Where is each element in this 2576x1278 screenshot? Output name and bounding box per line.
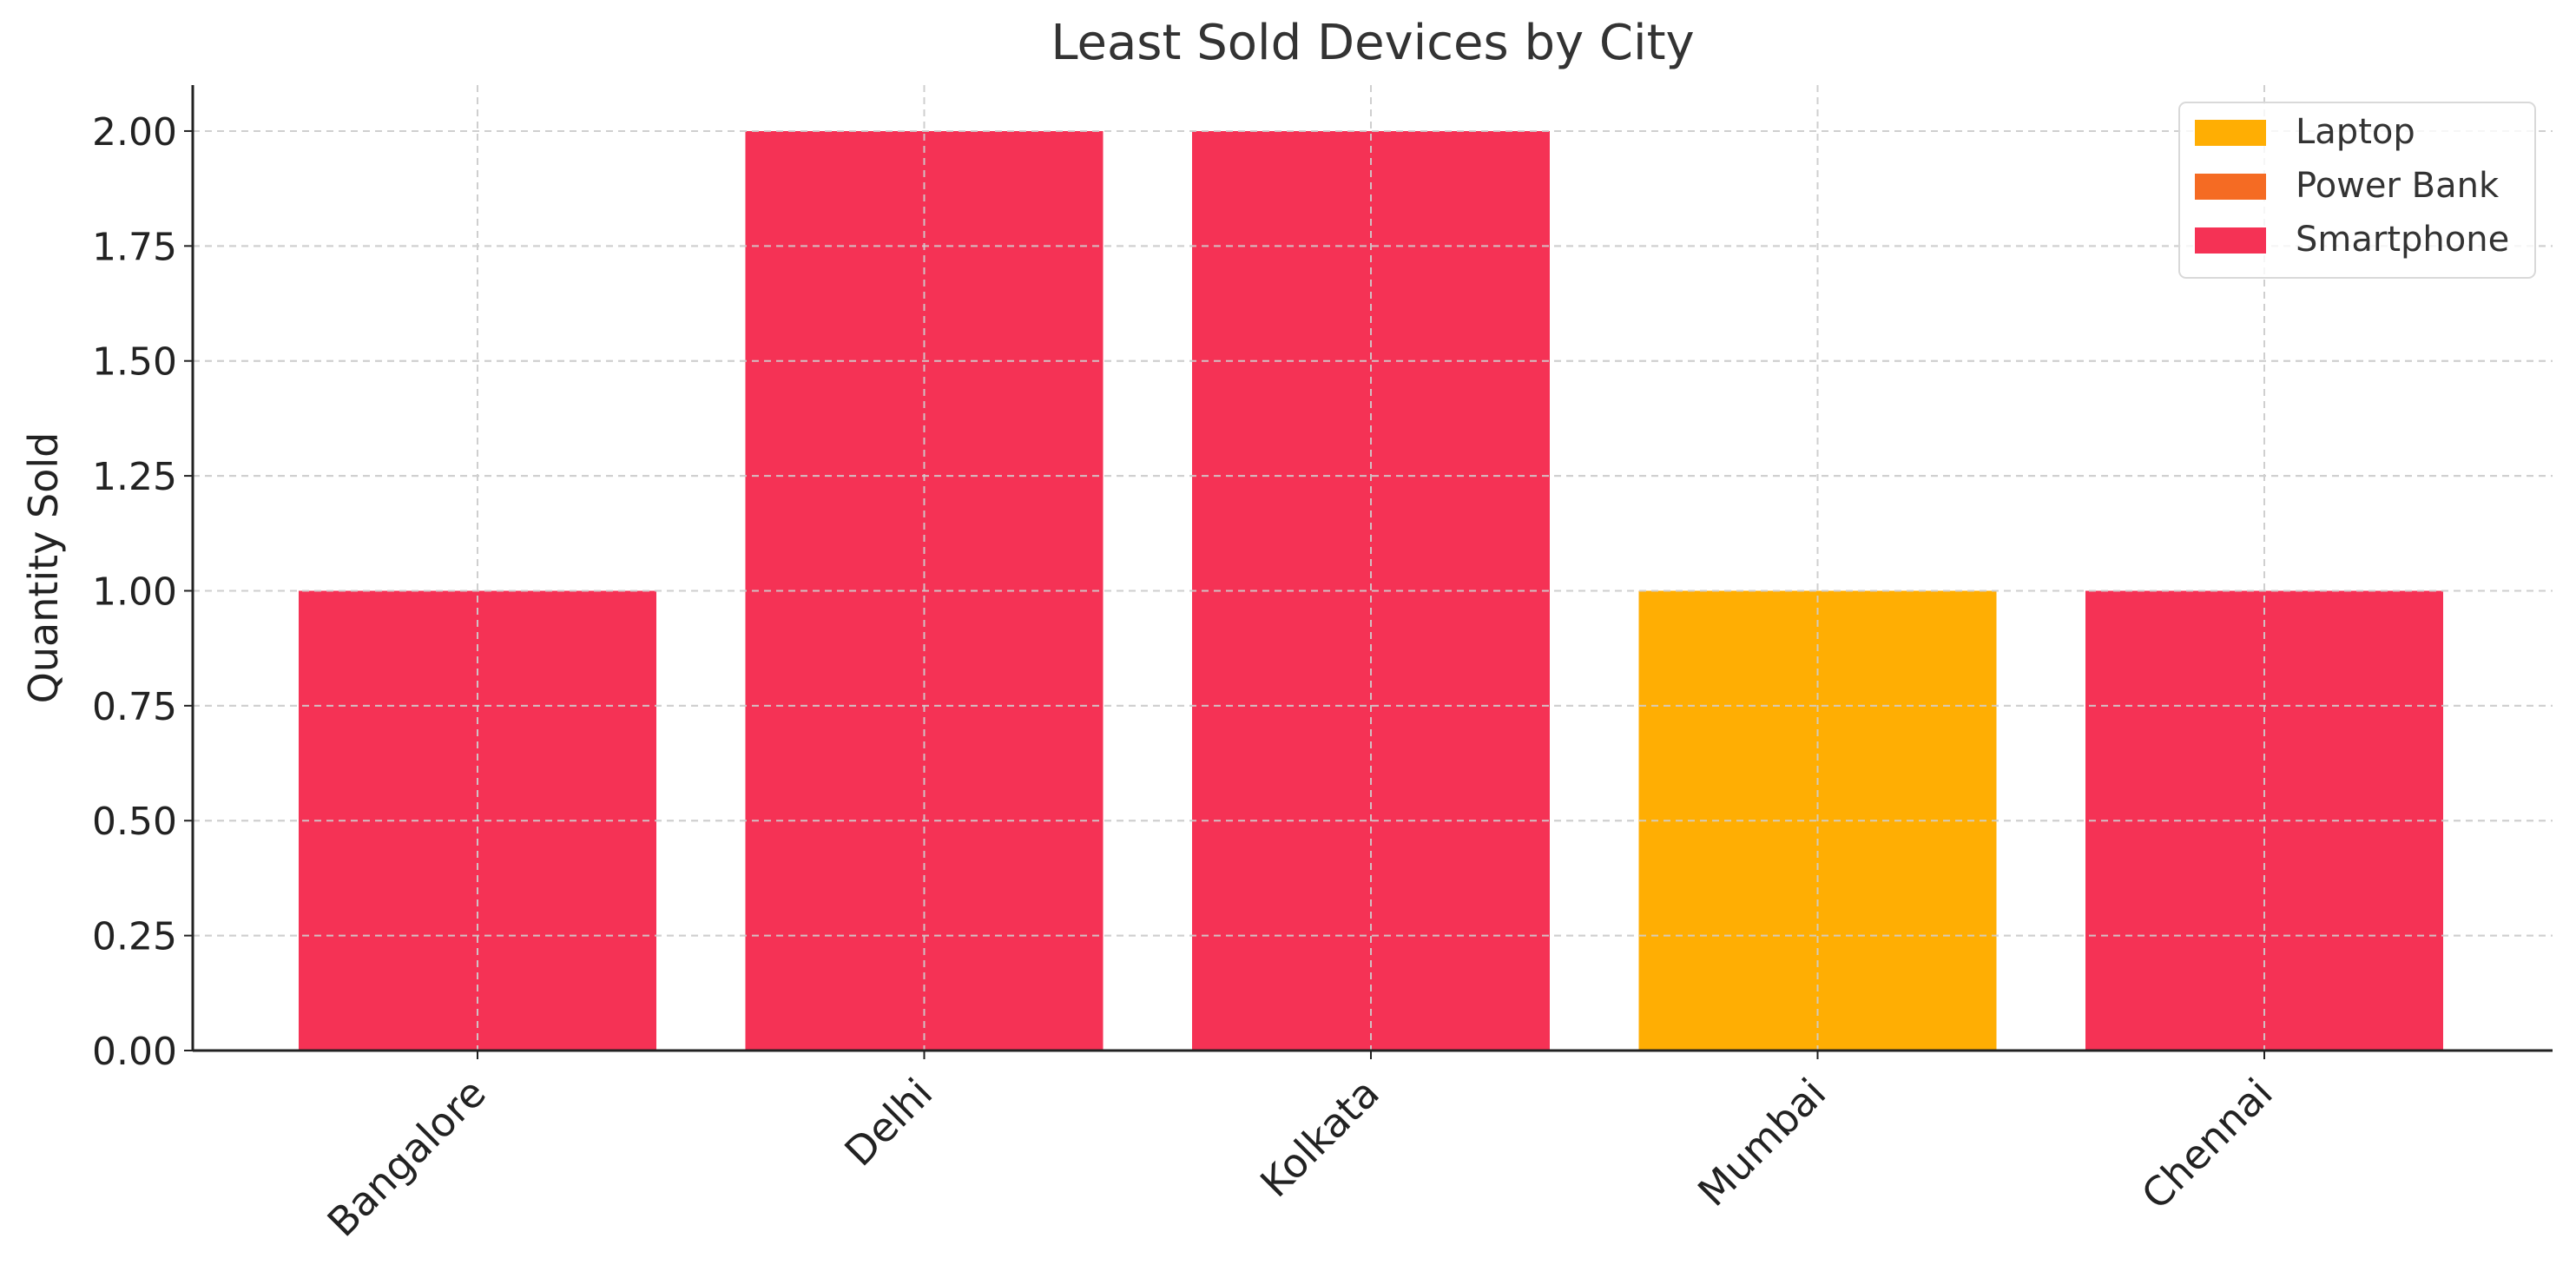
bars-layer (193, 85, 2553, 1051)
y-tick-label: 1.00 (92, 570, 177, 614)
legend-label: Laptop (2296, 112, 2415, 152)
y-axis-label: Quantity Sold (20, 432, 67, 704)
y-tick-label: 1.75 (92, 225, 177, 269)
y-tick-label: 0.75 (92, 685, 177, 729)
y-ticks: 0.00 0.25 0.50 0.75 1.00 1.25 1.50 1.75 2.00 (92, 110, 193, 1074)
chart-title: Least Sold Devices by City (1051, 15, 1694, 71)
legend: Laptop Power Bank Smartphone (2178, 102, 2536, 279)
y-tick-label: 1.25 (92, 455, 177, 499)
y-tick-label: 0.50 (92, 800, 177, 844)
legend-swatch (2195, 174, 2266, 200)
legend-swatch (2195, 120, 2266, 146)
legend-label: Smartphone (2296, 220, 2509, 260)
y-tick-label: 0.25 (92, 915, 177, 959)
legend-label: Power Bank (2296, 166, 2500, 206)
y-tick-label: 2.00 (92, 110, 177, 155)
y-tick-label: 0.00 (92, 1030, 177, 1074)
legend-frame (2178, 102, 2536, 279)
y-tick-label: 1.50 (92, 340, 177, 385)
legend-swatch (2195, 227, 2266, 254)
